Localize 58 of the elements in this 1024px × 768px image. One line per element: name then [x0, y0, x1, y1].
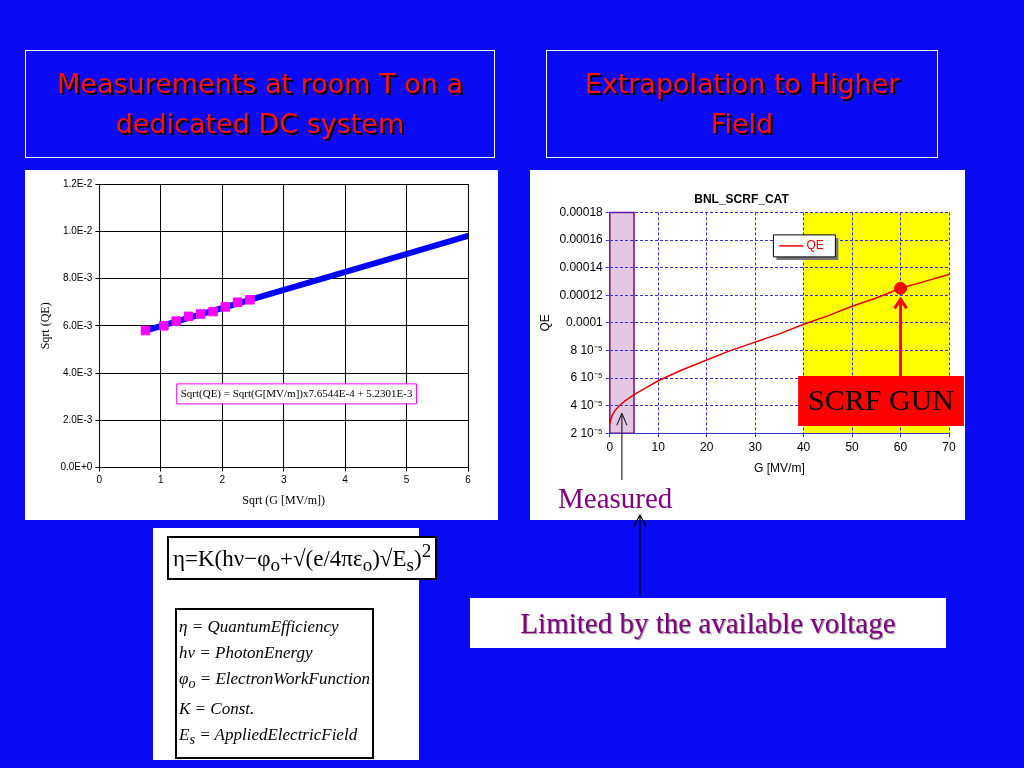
x-tick-label: 0 — [606, 439, 614, 454]
x-tick-label: 1 — [158, 474, 165, 486]
point — [140, 325, 151, 336]
y-tick-label: 1.0E-2 — [62, 225, 93, 237]
annotation: Sqrt(QE) = Sqrt(G[MV/m])x7.6544E-4 + 5.2301E-3 — [180, 386, 413, 400]
point — [183, 311, 194, 322]
chart-title: Measurements at room T on a dedicated DC system — [25, 50, 495, 158]
y-tick-label: 0.00016 — [559, 232, 604, 247]
y-axis-title: QE — [537, 314, 552, 332]
point — [220, 302, 231, 312]
y-tick-label: 6.0E-3 — [62, 319, 93, 331]
x-tick-label: 6 — [465, 474, 472, 486]
x-tick-label: 50 — [845, 439, 860, 454]
chart-title: Extrapolation to Higher Field — [546, 50, 938, 158]
y-tick-label: 0.00014 — [559, 259, 604, 274]
legend-label: QE — [806, 238, 824, 253]
text: η=K(hν−φ$_{o}$+√(e/4πε$_{o}$)√E$_{s}$)$^{2}$ — [167, 536, 438, 581]
y-tick-label: 4 10⁻⁵ — [570, 397, 603, 412]
x-axis-title: G [MV/m] — [754, 461, 805, 476]
y-tick-label: 2.0E-3 — [62, 414, 93, 426]
x-tick-label: 3 — [280, 474, 287, 486]
annotation: SCRF GUN — [808, 382, 955, 416]
x-tick-label: 4 — [342, 474, 349, 486]
y-axis-title: Sqrt (QE) — [38, 302, 53, 350]
point — [232, 297, 243, 307]
x-tick-label: 10 — [651, 439, 666, 454]
point — [196, 309, 206, 319]
x-tick-label: 2 — [219, 474, 226, 486]
y-tick-label: 0.00012 — [559, 287, 604, 302]
text: E$_{s}$ = AppliedElectricField — [179, 724, 359, 750]
point — [208, 306, 218, 317]
band-label: Measured — [558, 482, 673, 514]
x-tick-label: 30 — [748, 439, 763, 454]
y-tick-label: 8 10⁻⁵ — [570, 342, 603, 357]
chart-subtitle: BNL_SCRF_CAT — [694, 191, 790, 206]
point — [171, 316, 181, 326]
y-tick-label: 0.00018 — [559, 204, 604, 219]
x-tick-label: 5 — [403, 474, 410, 486]
text: K = Const. — [179, 698, 256, 721]
y-tick-label: 6 10⁻⁵ — [570, 370, 603, 385]
y-tick-label: 0.0001 — [566, 315, 604, 330]
y-tick-label: 4.0E-3 — [62, 366, 93, 378]
x-tick-label: 0 — [96, 474, 103, 486]
x-tick-label: 20 — [700, 439, 714, 454]
point — [245, 295, 255, 305]
y-tick-label: 2 10⁻⁵ — [570, 425, 603, 440]
y-tick-label: 0.0E+0 — [60, 461, 93, 473]
x-axis-title: Sqrt (G [MV/m]) — [242, 492, 326, 507]
x-tick-label: 40 — [796, 439, 811, 454]
text: φ$_{o}$ = ElectronWorkFunction — [179, 668, 370, 694]
text: hν = PhotonEnergy — [179, 642, 314, 664]
text: η = QuantumEfficiency — [179, 616, 340, 638]
x-tick-label: 70 — [942, 439, 956, 454]
x-tick-label: 60 — [893, 439, 908, 454]
y-tick-label: 1.2E-2 — [62, 177, 93, 189]
text: Limited by the available voltage — [470, 598, 946, 648]
point — [159, 321, 169, 331]
y-tick-label: 8.0E-3 — [62, 272, 93, 284]
